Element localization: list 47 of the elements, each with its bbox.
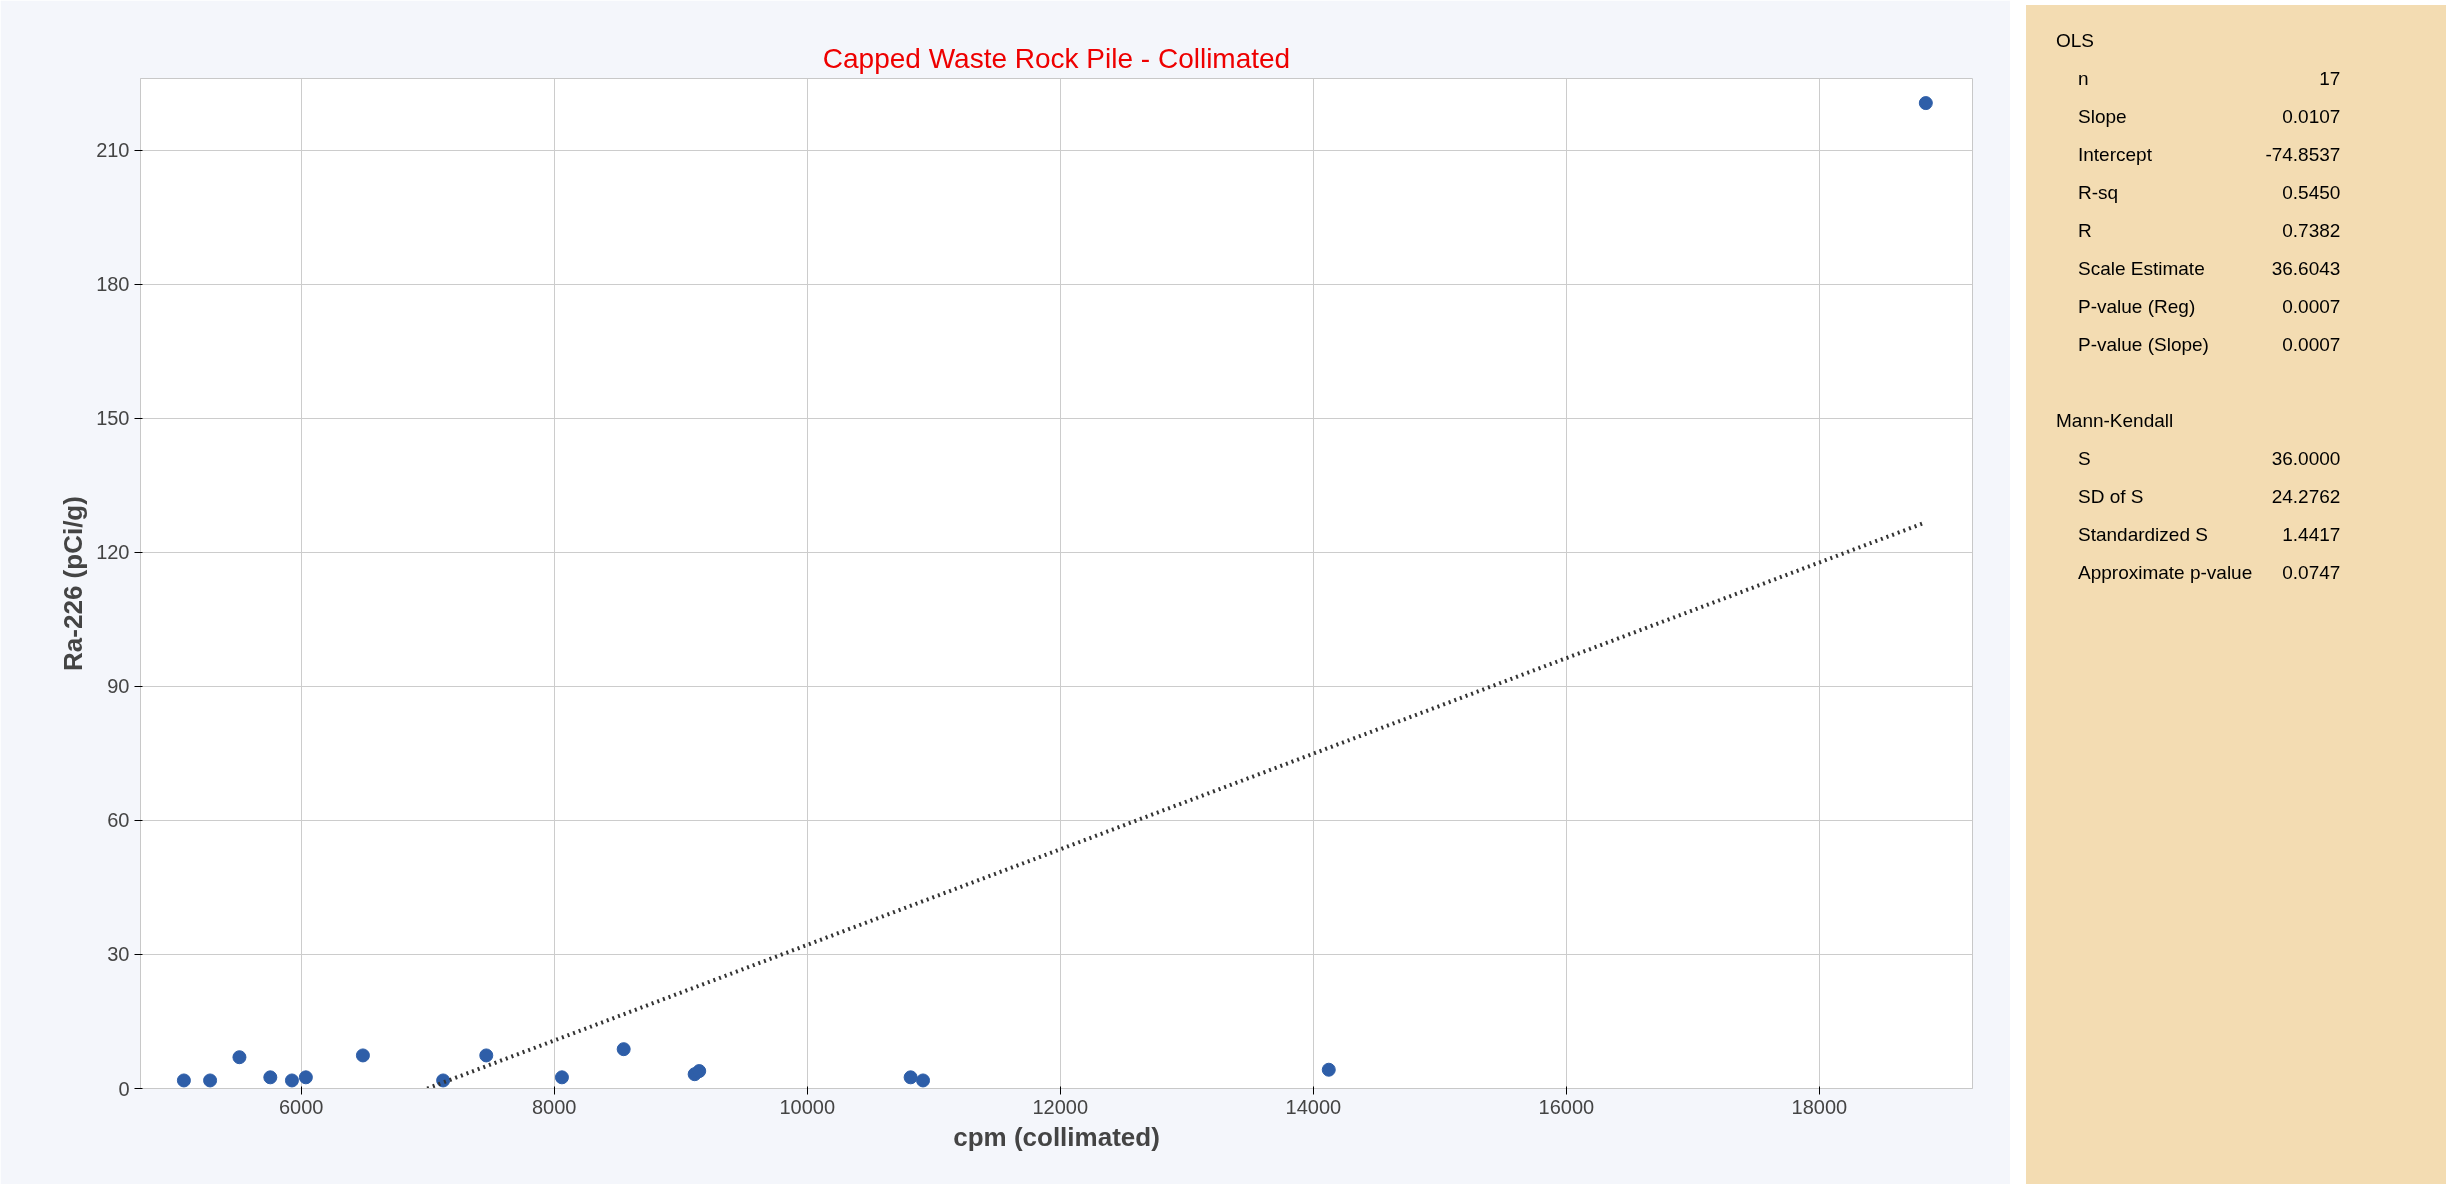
- text: SD of S 24.2762: [2078, 486, 2341, 507]
- point: [903, 1070, 918, 1085]
- x-tick-label: 6000: [278, 1095, 324, 1118]
- point: [176, 1073, 191, 1088]
- text: n 17: [2078, 68, 2341, 89]
- point: [554, 1070, 569, 1085]
- point: [479, 1048, 494, 1063]
- point: [916, 1073, 931, 1088]
- x-tick-label: 18000: [1791, 1095, 1848, 1118]
- y-tick-label: 180: [96, 273, 130, 296]
- y-tick-label: 30: [107, 943, 130, 966]
- point: [263, 1070, 278, 1085]
- text: Intercept -74.8537: [2078, 144, 2341, 165]
- point: [298, 1070, 313, 1085]
- text: Standardized S 1.4417: [2078, 524, 2341, 545]
- x-tick-label: 8000: [531, 1095, 577, 1118]
- text: P-value (Slope) 0.0007: [2078, 334, 2341, 355]
- text: Slope 0.0107: [2078, 106, 2341, 127]
- y-tick-label: 60: [107, 809, 130, 832]
- y-axis-title: Ra-226 (pCi/g): [58, 496, 89, 671]
- x-tick-label: 12000: [1032, 1095, 1089, 1118]
- point: [284, 1073, 299, 1088]
- point: [1918, 96, 1933, 111]
- y-tick-label: 150: [96, 407, 130, 430]
- x-tick-label: 10000: [779, 1095, 836, 1118]
- text: OLS: [2056, 29, 2096, 53]
- text: Mann-Kendall: [2056, 409, 2175, 433]
- point: [692, 1064, 707, 1079]
- text: P-value (Reg) 0.0007: [2078, 296, 2341, 317]
- point: [616, 1042, 631, 1057]
- y-tick-label: 120: [96, 541, 130, 564]
- chart-title: Capped Waste Rock Pile - Collimated: [822, 42, 1291, 74]
- y-tick-label: 0: [118, 1077, 130, 1100]
- x-tick-label: 16000: [1538, 1095, 1595, 1118]
- y-tick-label: 210: [96, 139, 130, 161]
- point: [232, 1050, 247, 1065]
- text: R-sq 0.5450: [2078, 182, 2341, 203]
- text: S 36.0000: [2078, 448, 2341, 469]
- point: [1321, 1062, 1336, 1077]
- text: Scale Estimate 36.6043: [2078, 258, 2341, 279]
- x-axis-title: cpm (collimated): [953, 1121, 1160, 1152]
- text: R 0.7382: [2078, 220, 2341, 241]
- x-tick-label: 14000: [1285, 1095, 1342, 1118]
- y-tick-label: 90: [107, 675, 130, 698]
- text: Approximate p-value 0.0747: [2078, 562, 2341, 583]
- point: [203, 1073, 218, 1088]
- point: [355, 1048, 370, 1063]
